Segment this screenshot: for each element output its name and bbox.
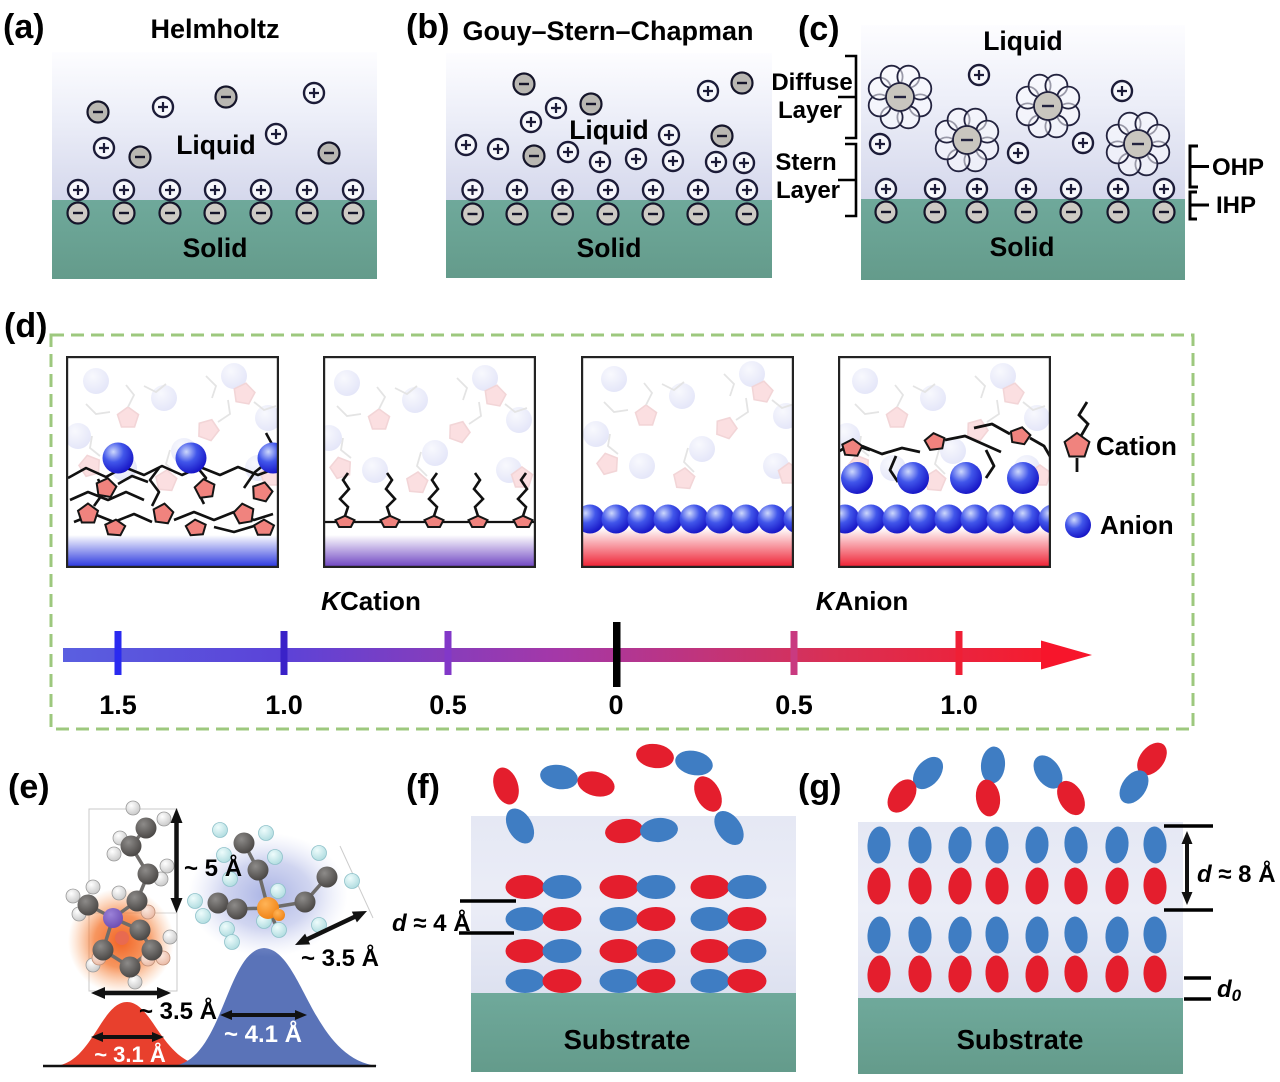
- svg-text:Liquid: Liquid: [176, 130, 255, 160]
- svg-text:Solid: Solid: [183, 233, 248, 263]
- svg-text:Substrate: Substrate: [564, 1024, 691, 1055]
- svg-text:OHP: OHP: [1212, 154, 1264, 181]
- svg-text:(f): (f): [406, 768, 440, 806]
- svg-text:Substrate: Substrate: [957, 1024, 1084, 1055]
- svg-text:Solid: Solid: [990, 232, 1055, 262]
- svg-text:~ 3.5 Å: ~ 3.5 Å: [139, 997, 217, 1025]
- svg-text:Liquid: Liquid: [569, 115, 648, 145]
- svg-text:~ 3.1 Å: ~ 3.1 Å: [94, 1041, 166, 1067]
- svg-text:Solid: Solid: [577, 233, 642, 263]
- svg-text:KAnion: KAnion: [816, 586, 908, 616]
- svg-text:d0: d0: [1217, 976, 1242, 1005]
- svg-text:1.0: 1.0: [265, 690, 303, 720]
- svg-text:0.5: 0.5: [775, 690, 813, 720]
- svg-text:d ≈ 8 Å: d ≈ 8 Å: [1197, 860, 1276, 888]
- svg-text:KCation: KCation: [321, 586, 421, 616]
- svg-text:(d): (d): [4, 307, 47, 345]
- svg-text:Layer: Layer: [778, 97, 842, 124]
- svg-text:Anion: Anion: [1100, 510, 1174, 540]
- svg-text:Layer: Layer: [776, 177, 840, 204]
- svg-text:d ≈ 4 Å: d ≈ 4 Å: [392, 909, 471, 937]
- svg-text:(b): (b): [406, 8, 449, 46]
- svg-text:Gouy–Stern–Chapman: Gouy–Stern–Chapman: [462, 16, 753, 46]
- svg-text:IHP: IHP: [1216, 192, 1256, 219]
- svg-text:0.5: 0.5: [429, 690, 467, 720]
- svg-text:Cation: Cation: [1096, 431, 1177, 461]
- svg-text:0: 0: [608, 690, 623, 720]
- svg-text:1.0: 1.0: [940, 690, 978, 720]
- svg-text:(g): (g): [798, 768, 841, 806]
- svg-text:(e): (e): [8, 768, 50, 806]
- svg-text:Stern: Stern: [775, 149, 836, 176]
- svg-text:~ 5 Å: ~ 5 Å: [184, 854, 242, 882]
- svg-text:Liquid: Liquid: [983, 26, 1062, 56]
- svg-text:Helmholtz: Helmholtz: [150, 14, 279, 44]
- svg-text:Diffuse: Diffuse: [771, 69, 852, 96]
- svg-text:~ 4.1 Å: ~ 4.1 Å: [224, 1020, 302, 1048]
- svg-text:(a): (a): [3, 8, 45, 46]
- svg-text:(c): (c): [798, 10, 840, 48]
- svg-text:1.5: 1.5: [99, 690, 137, 720]
- svg-text:~ 3.5 Å: ~ 3.5 Å: [301, 944, 379, 972]
